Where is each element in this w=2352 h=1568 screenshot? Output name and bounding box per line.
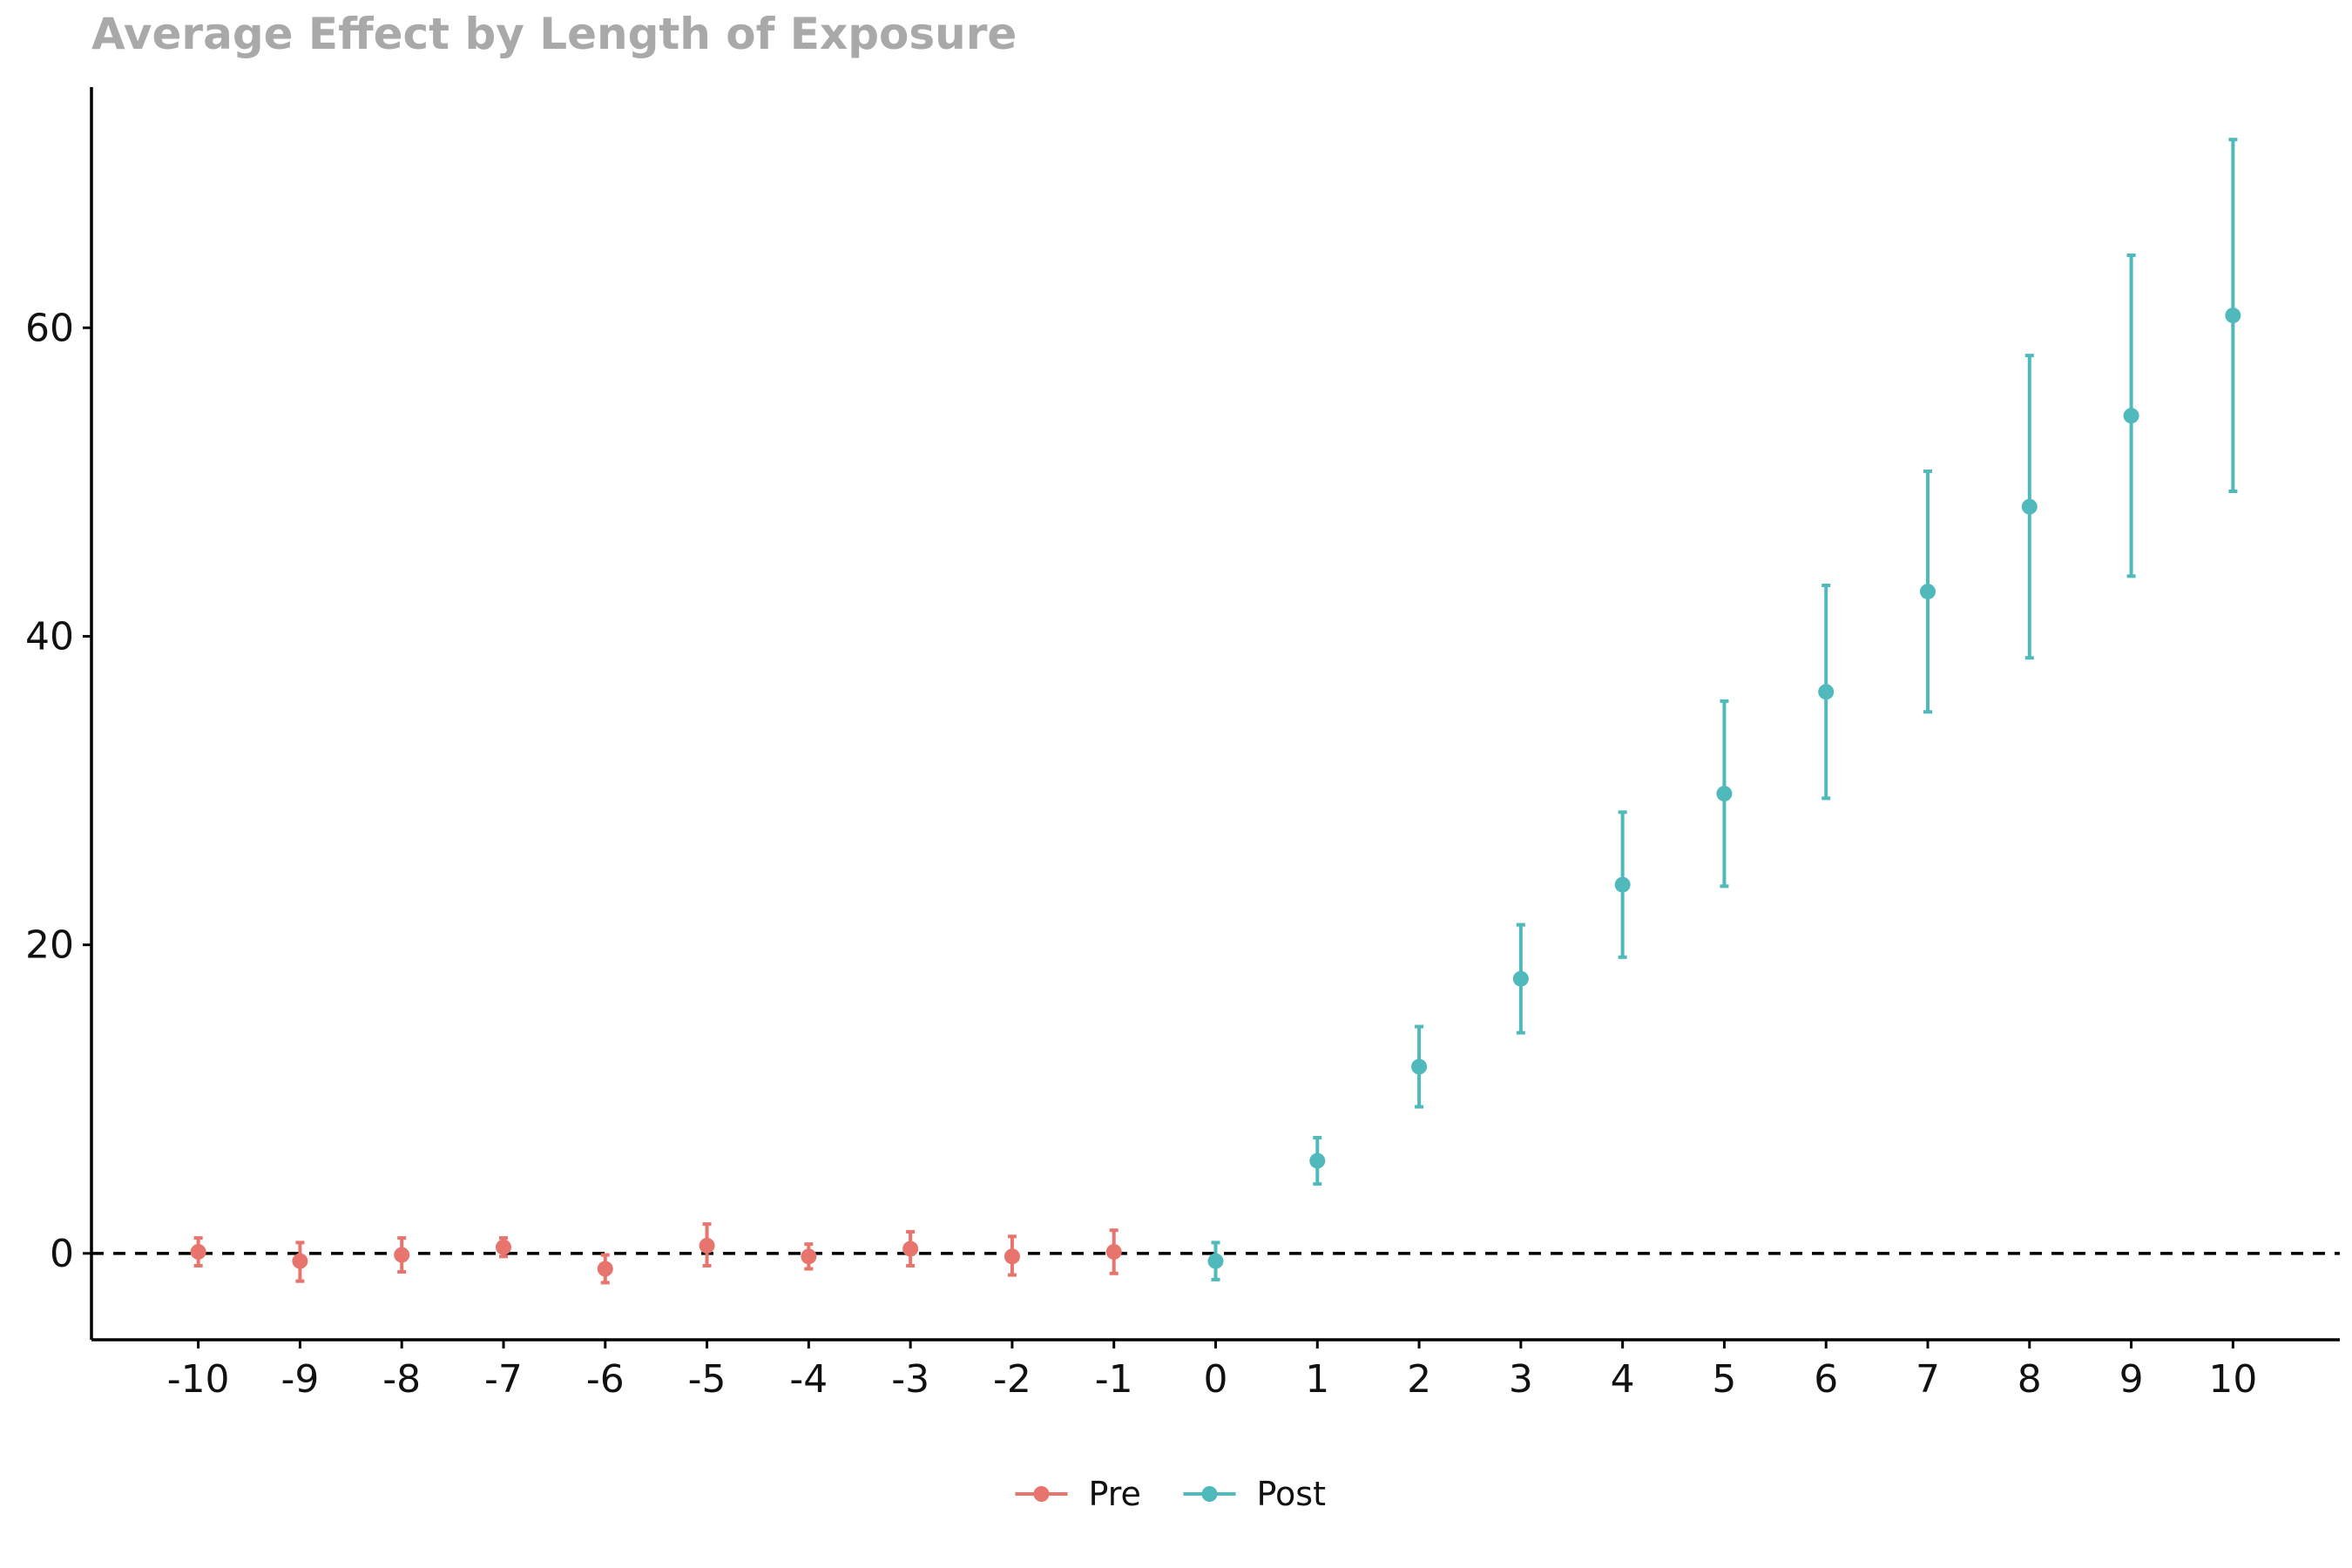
y-tick-label: 40: [25, 614, 74, 659]
x-tick-label: 7: [1916, 1357, 1940, 1402]
x-tick-label: 5: [1712, 1357, 1736, 1402]
pre-point: [394, 1247, 410, 1263]
x-tick-label: 8: [2017, 1357, 2042, 1402]
y-tick-label: 20: [25, 923, 74, 968]
pre-point: [190, 1244, 206, 1260]
pre-point: [801, 1248, 817, 1265]
x-tick-label: -2: [993, 1357, 1031, 1402]
post-point: [2021, 498, 2038, 515]
y-tick-label: 60: [25, 306, 74, 350]
legend-label-post: Post: [1257, 1475, 1327, 1513]
x-tick-label: -9: [280, 1357, 319, 1402]
x-tick-label: -5: [688, 1357, 727, 1402]
x-tick-label: -6: [586, 1357, 625, 1402]
x-tick-label: -3: [891, 1357, 929, 1402]
legend-key-point-pre: [1033, 1486, 1050, 1502]
pre-point: [292, 1253, 308, 1269]
pre-point: [597, 1260, 613, 1277]
x-tick-label: 4: [1611, 1357, 1635, 1402]
x-tick-label: -8: [382, 1357, 421, 1402]
x-tick-label: -7: [484, 1357, 523, 1402]
post-point: [1920, 584, 1936, 600]
legend-label-pre: Pre: [1089, 1475, 1141, 1513]
post-point: [1411, 1058, 1428, 1075]
x-tick-label: 0: [1204, 1357, 1228, 1402]
y-tick-label: 0: [50, 1232, 74, 1276]
post-point: [2225, 308, 2241, 324]
pre-point: [902, 1240, 919, 1257]
post-point: [1716, 786, 1733, 802]
pre-point: [495, 1239, 511, 1255]
post-point: [1512, 970, 1529, 987]
pre-point: [699, 1237, 715, 1254]
x-tick-label: 9: [2119, 1357, 2144, 1402]
post-point: [1309, 1152, 1326, 1169]
x-tick-label: 10: [2208, 1357, 2257, 1402]
x-tick-label: 3: [1509, 1357, 1533, 1402]
x-tick-label: 2: [1407, 1357, 1431, 1402]
data-marks: [190, 138, 2241, 1285]
pre-point: [1105, 1244, 1122, 1260]
legend: Pre Post: [1015, 1475, 1327, 1513]
x-tick-label: -10: [167, 1357, 230, 1402]
x-tick-label: -1: [1095, 1357, 1133, 1402]
post-point: [1818, 684, 1835, 700]
chart-title: Average Effect by Length of Exposure: [91, 9, 1017, 59]
pre-point: [1004, 1248, 1020, 1265]
post-point: [1207, 1253, 1224, 1269]
legend-key-point-post: [1201, 1486, 1218, 1502]
x-tick-label: -4: [789, 1357, 828, 1402]
post-point: [1614, 876, 1631, 893]
post-point: [2123, 408, 2139, 424]
x-tick-label: 1: [1305, 1357, 1329, 1402]
x-tick-label: 6: [1814, 1357, 1838, 1402]
